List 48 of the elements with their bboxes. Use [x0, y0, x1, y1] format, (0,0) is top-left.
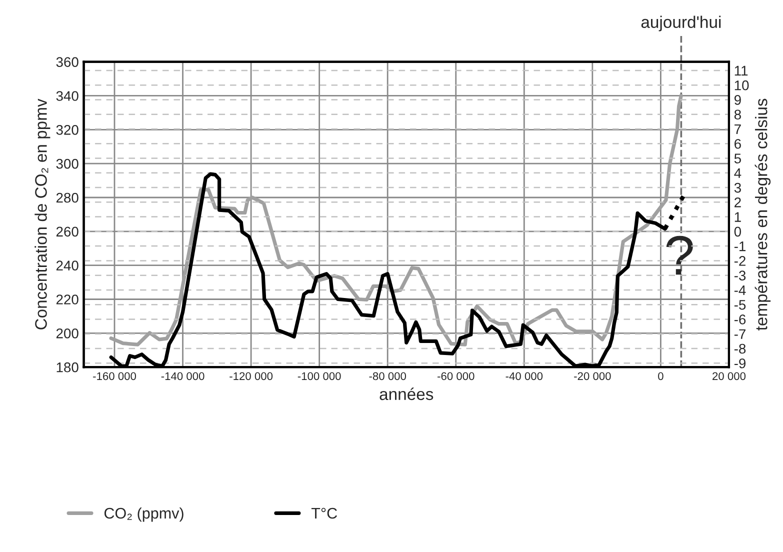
y2-tick-label: -3 — [734, 270, 746, 280]
y2-tick-label: 0 — [734, 226, 742, 237]
x-tick-label: -60 000 — [438, 372, 474, 380]
x-tick-label: -80 000 — [369, 372, 406, 380]
y2-tick-label: -2 — [734, 256, 746, 266]
y2-tick-label: 3 — [734, 182, 741, 193]
y2-tick-label: -9 — [734, 358, 746, 368]
y2-tick-label: 8 — [734, 110, 741, 120]
x-tick-label: -120 000 — [230, 372, 273, 380]
y2-tick-label: 4 — [734, 168, 742, 178]
y2-tick-label: 6 — [734, 138, 741, 149]
y2-tick-label: 9 — [734, 95, 741, 105]
y-tick-label: 300 — [56, 158, 78, 169]
y-tick-label: 200 — [56, 328, 78, 338]
y2-tick-label: 7 — [734, 124, 741, 134]
x-tick-label: -100 000 — [298, 372, 341, 380]
y2-tick-label: -8 — [734, 344, 746, 354]
x-tick-label: -40 000 — [506, 372, 543, 380]
y2-tick-label: -1 — [734, 242, 746, 252]
y2-tick-label: 2 — [734, 197, 741, 208]
y2-tick-label: -4 — [734, 285, 746, 295]
y2-tick-label: 5 — [734, 154, 741, 164]
x-tick-label: 0 — [658, 372, 664, 380]
y2-tick-label: 1 — [734, 212, 741, 222]
legend-label: CO₂ (ppmv) — [104, 507, 184, 522]
y2-tick-label: 11 — [734, 66, 748, 76]
annotation: ? — [666, 236, 693, 275]
y-tick-label: 240 — [56, 260, 78, 270]
legend-label: T°C — [311, 508, 338, 519]
y-tick-label: 220 — [56, 294, 78, 304]
y2-tick-label: -7 — [734, 329, 746, 339]
y-tick-label: 260 — [56, 226, 78, 237]
y2-tick-label: 10 — [734, 80, 749, 90]
x-tick-label: 20 000 — [712, 372, 746, 380]
y-tick-label: 180 — [56, 362, 78, 372]
x-axis-title: années — [380, 388, 434, 400]
y-tick-label: 320 — [56, 124, 78, 135]
x-tick-label: -160 000 — [93, 372, 136, 380]
y-tick-label: 340 — [56, 91, 78, 101]
y-tick-label: 280 — [56, 192, 78, 203]
y2-tick-label: -5 — [734, 300, 746, 310]
y-axis-title: Concentration de CO₂ en ppmv — [34, 98, 50, 330]
x-tick-label: -20 000 — [574, 372, 611, 380]
y-tick-label: 360 — [56, 57, 78, 67]
x-tick-label: -140 000 — [161, 372, 204, 380]
y2-tick-label: -6 — [734, 314, 746, 324]
ref-line-label: aujourd'hui — [641, 16, 721, 32]
y2-axis-title: températures en degrés celsius — [754, 98, 771, 330]
